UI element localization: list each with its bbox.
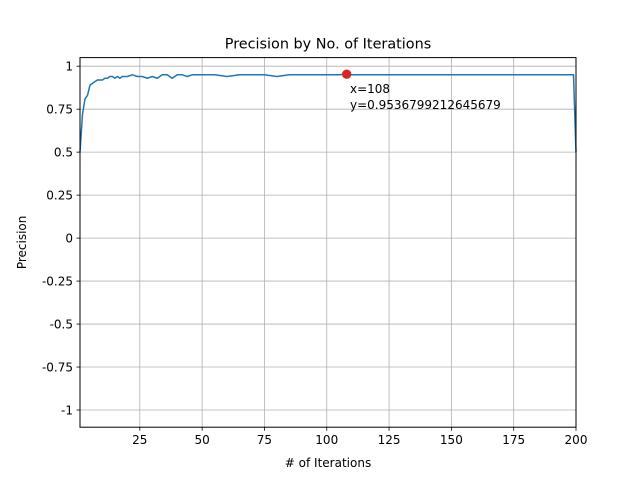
- x-tick-label: 50: [194, 433, 209, 447]
- y-tick-label: -0.5: [50, 317, 73, 331]
- y-axis-label: Precision: [15, 216, 29, 270]
- annotation-y-text: y=0.9536799212645679: [350, 98, 501, 112]
- y-tick-label: 0.5: [54, 145, 73, 159]
- y-tick-label: 0: [65, 231, 73, 245]
- highlight-point: [341, 69, 352, 79]
- x-tick-label: 125: [378, 433, 401, 447]
- plot-frame: [79, 57, 577, 428]
- x-tick-label: 75: [257, 433, 272, 447]
- x-tick-label: 200: [565, 433, 588, 447]
- series-layer: [79, 73, 577, 153]
- y-tick-label: 0.75: [46, 102, 73, 116]
- x-axis-label: # of Iterations: [285, 456, 371, 470]
- x-tick-label: 150: [440, 433, 463, 447]
- y-tick-label: -0.75: [42, 360, 73, 374]
- axis-ticks: 25 50 75 100 125 150 175 200 1 0.75 0.5 0.25 0 -0.25 -…: [42, 59, 588, 447]
- annotation-x-text: x=108: [350, 82, 390, 96]
- highlight-annotation: x=108 y=0.9536799212645679: [341, 69, 501, 112]
- x-tick-label: 175: [502, 433, 525, 447]
- y-tick-label: -1: [61, 403, 73, 417]
- y-tick-label: 1: [65, 59, 73, 73]
- y-tick-label: -0.25: [42, 274, 73, 288]
- x-tick-label: 25: [132, 433, 147, 447]
- y-tick-label: 0.25: [46, 188, 73, 202]
- chart-title: Precision by No. of Iterations: [225, 37, 431, 53]
- precision-line: [79, 73, 577, 153]
- x-tick-label: 100: [315, 433, 338, 447]
- grid-lines: [80, 57, 577, 428]
